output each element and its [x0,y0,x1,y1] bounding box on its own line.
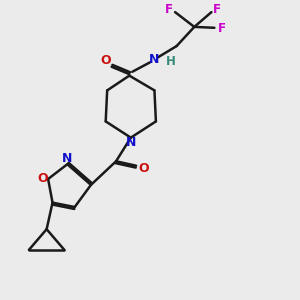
Text: F: F [218,22,226,35]
Text: F: F [212,3,220,16]
Text: O: O [139,162,149,175]
Text: O: O [37,172,47,185]
Text: N: N [61,152,72,165]
Text: N: N [126,136,136,149]
Text: H: H [166,55,176,68]
Text: F: F [165,3,173,16]
Text: N: N [149,53,160,66]
Text: O: O [100,54,111,68]
